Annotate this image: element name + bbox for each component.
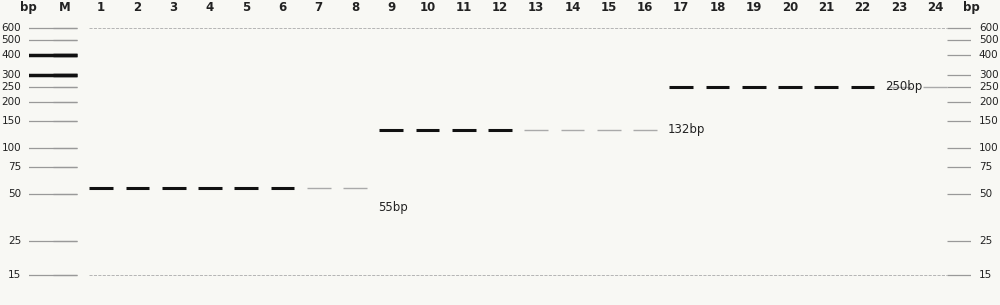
Text: 22: 22 (854, 2, 871, 14)
Text: 7: 7 (315, 2, 323, 14)
Text: 21: 21 (818, 2, 834, 14)
Text: M: M (59, 2, 71, 14)
Text: 2: 2 (133, 2, 142, 14)
Text: 250: 250 (979, 82, 999, 92)
Text: 12: 12 (492, 2, 508, 14)
Text: 5: 5 (242, 2, 250, 14)
Text: 11: 11 (456, 2, 472, 14)
Text: 16: 16 (637, 2, 653, 14)
Text: 600: 600 (979, 23, 998, 33)
Text: 6: 6 (278, 2, 287, 14)
Text: 3: 3 (170, 2, 178, 14)
Text: 15: 15 (979, 270, 992, 280)
Text: 15: 15 (601, 2, 617, 14)
Text: 400: 400 (979, 50, 998, 60)
Text: bp: bp (963, 2, 980, 14)
Text: 100: 100 (2, 143, 21, 153)
Text: 14: 14 (564, 2, 581, 14)
Text: 150: 150 (1, 116, 21, 126)
Text: 50: 50 (8, 189, 21, 199)
Text: 132bp: 132bp (668, 123, 705, 136)
Text: 8: 8 (351, 2, 359, 14)
Text: 100: 100 (979, 143, 998, 153)
Text: 1: 1 (97, 2, 105, 14)
Text: 15: 15 (8, 270, 21, 280)
Text: 75: 75 (8, 162, 21, 172)
Text: 17: 17 (673, 2, 689, 14)
Text: 500: 500 (2, 35, 21, 45)
Text: 25: 25 (8, 236, 21, 246)
Text: 600: 600 (2, 23, 21, 33)
Text: 300: 300 (979, 70, 998, 80)
Text: 13: 13 (528, 2, 544, 14)
Text: 18: 18 (709, 2, 726, 14)
Text: 23: 23 (891, 2, 907, 14)
Text: 50: 50 (979, 189, 992, 199)
Text: 25: 25 (979, 236, 992, 246)
Text: 19: 19 (746, 2, 762, 14)
Text: 75: 75 (979, 162, 992, 172)
Text: 10: 10 (419, 2, 436, 14)
Text: 55bp: 55bp (378, 201, 408, 214)
Text: 500: 500 (979, 35, 998, 45)
Text: bp: bp (20, 2, 37, 14)
Text: 20: 20 (782, 2, 798, 14)
Text: 300: 300 (2, 70, 21, 80)
Text: 200: 200 (979, 97, 998, 107)
Text: 150: 150 (979, 116, 999, 126)
Text: 24: 24 (927, 2, 943, 14)
Text: 4: 4 (206, 2, 214, 14)
Text: 400: 400 (2, 50, 21, 60)
Text: 250: 250 (1, 82, 21, 92)
Text: 9: 9 (387, 2, 395, 14)
Text: 200: 200 (2, 97, 21, 107)
Text: 250bp: 250bp (886, 80, 923, 93)
